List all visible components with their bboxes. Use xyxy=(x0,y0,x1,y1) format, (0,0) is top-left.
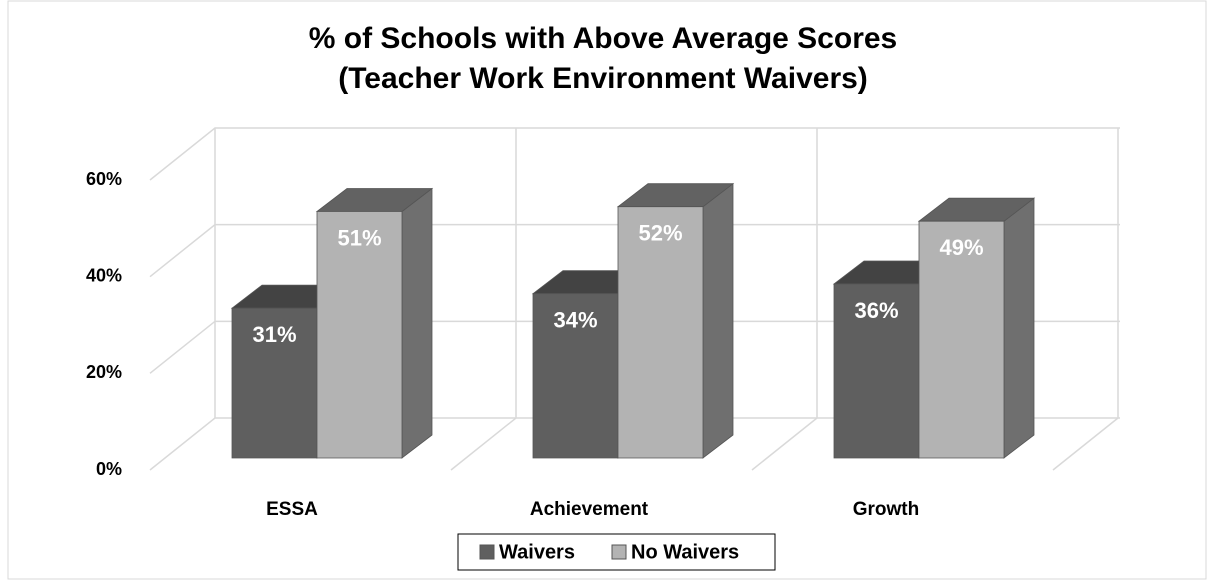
floor-line xyxy=(1052,417,1119,471)
bar-front xyxy=(918,220,1005,459)
floor-line xyxy=(450,417,517,471)
floor-line xyxy=(751,417,818,471)
bar xyxy=(917,197,1036,459)
legend-swatch xyxy=(479,544,495,560)
bar-front xyxy=(617,206,704,459)
y-tick-label: 0% xyxy=(96,459,122,479)
y-tick-label: 40% xyxy=(86,265,122,285)
bar-front xyxy=(316,211,403,459)
legend-swatch xyxy=(611,544,627,560)
value-label: 34% xyxy=(553,307,597,332)
chart-title: % of Schools with Above Average Scores xyxy=(309,22,898,55)
bar-side xyxy=(401,187,433,459)
value-label: 52% xyxy=(638,220,682,245)
y-tick-label: 20% xyxy=(86,362,122,382)
bar xyxy=(315,187,434,459)
value-label: 36% xyxy=(854,298,898,323)
y-tick-label: 60% xyxy=(86,169,122,189)
x-tick-label: Achievement xyxy=(530,499,649,520)
value-label: 51% xyxy=(337,225,381,250)
x-tick-label: Growth xyxy=(853,499,920,520)
bar xyxy=(616,182,735,459)
bar-side xyxy=(702,182,734,459)
legend-label: Waivers xyxy=(499,541,575,563)
bar-side xyxy=(1003,197,1035,459)
value-label: 49% xyxy=(939,235,983,260)
chart-title: (Teacher Work Environment Waivers) xyxy=(338,62,868,95)
value-label: 31% xyxy=(252,322,296,347)
legend-label: No Waivers xyxy=(631,541,739,563)
x-tick-label: ESSA xyxy=(266,499,318,520)
